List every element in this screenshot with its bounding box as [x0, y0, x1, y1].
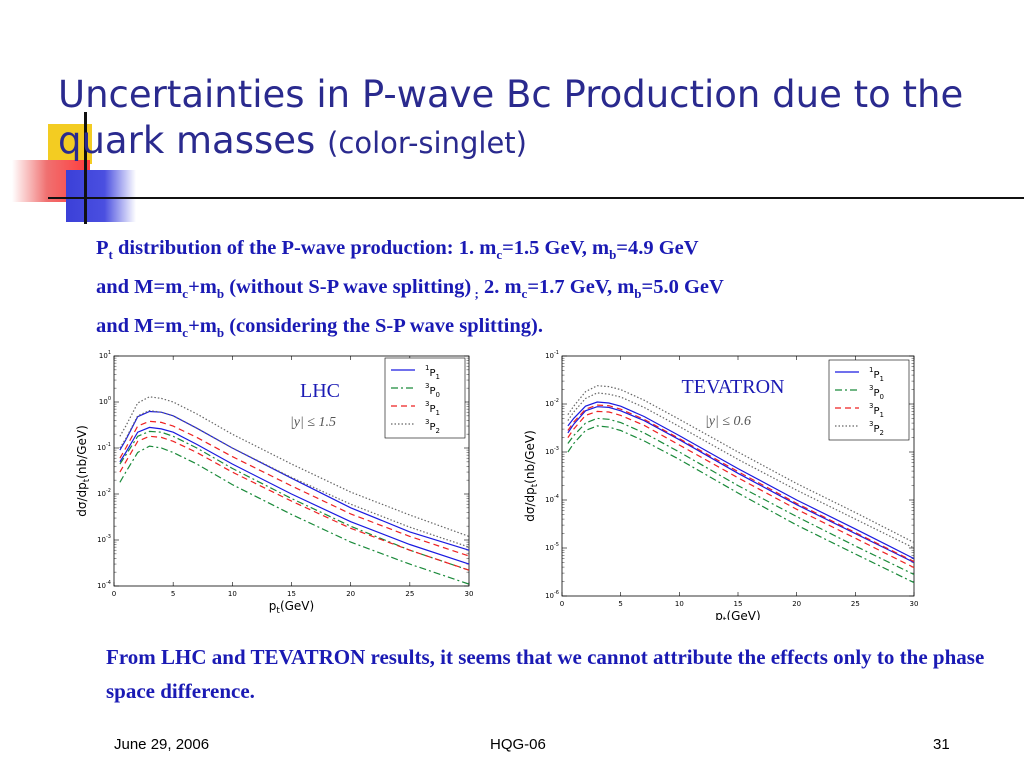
legend-box	[828, 359, 910, 441]
x-tick-label: 5	[618, 600, 622, 608]
y-tick-label: 10-1	[97, 442, 111, 452]
chart-tevatron: 0 5 10 15 20 25 30 10-6 10-5 10-4 10-3 10-2 10-1 pt(G…	[523, 350, 919, 620]
description-line-3: and M=mc+mb (considering the S-P wave sp…	[96, 310, 976, 349]
description-line-1: Pt distribution of the P-wave production…	[96, 232, 976, 271]
x-tick-label: 10	[675, 600, 684, 608]
chart-annotation: |y| ≤ 0.6	[705, 414, 751, 429]
text-segment: =1.5 GeV, m	[502, 237, 610, 259]
series-3P2-line	[119, 409, 470, 548]
x-tick-label: 30	[910, 600, 919, 608]
decor-vertical-line	[84, 112, 87, 224]
text-segment: and M=m	[96, 276, 183, 299]
sub-c: c	[496, 247, 503, 263]
legend-label: 3P2	[425, 418, 440, 435]
text-segment: +m	[188, 315, 217, 338]
decor-blue-block	[66, 170, 136, 222]
legend-label: 3P1	[425, 400, 440, 417]
legend-label: 1P1	[869, 366, 884, 383]
slide-title-sub: (color-singlet)	[327, 126, 527, 160]
series-3P1-line	[119, 435, 470, 571]
y-axis-label: dσ/dpt(nb/GeV)	[523, 430, 540, 522]
y-tick-label: 10-1	[545, 350, 559, 360]
series-3P0-line	[119, 445, 470, 585]
x-tick-label: 20	[792, 600, 801, 608]
y-tick-label: 10-2	[97, 488, 111, 498]
x-tick-label: 15	[734, 600, 743, 608]
y-tick-label: 10-4	[545, 494, 559, 504]
sub-t: t	[108, 247, 113, 263]
series-1P1-line	[119, 426, 470, 565]
text-segment: (without S-P wave splitting)	[224, 276, 472, 299]
x-tick-label: 0	[560, 600, 564, 608]
y-axis-label: dσ/dpt(nb/GeV)	[75, 425, 92, 517]
legend-label: 1P1	[425, 364, 440, 381]
sub-semicolon: ;	[471, 286, 479, 302]
footer-center: HQG-06	[490, 736, 546, 753]
y-tick-label: 100	[99, 396, 111, 406]
text-segment: +m	[188, 276, 217, 299]
slide-title: Uncertainties in P-wave Bc Production du…	[58, 72, 998, 166]
x-axis-label: pt(GeV)	[269, 599, 314, 616]
conclusion-text: From LHC and TEVATRON results, it seems …	[106, 645, 985, 703]
text-segment: =5.0 GeV	[641, 276, 724, 299]
title-underline	[48, 197, 1024, 199]
series-3P0-line	[567, 417, 915, 576]
series-1P1-line	[567, 406, 915, 563]
series-3P1-line	[119, 420, 470, 557]
x-axis-label: pt(GeV)	[715, 609, 760, 620]
sub-b: b	[634, 286, 642, 302]
y-tick-label: 10-3	[545, 446, 559, 456]
series-3P1-line	[567, 404, 915, 563]
slide-title-main: Uncertainties in P-wave Bc Production du…	[58, 73, 964, 162]
x-tick-label: 25	[405, 590, 414, 598]
description-line-2: and M=mc+mb (without S-P wave splitting)…	[96, 271, 976, 310]
text-segment: 2. m	[478, 276, 522, 299]
series-3P1-line	[567, 410, 915, 569]
x-tick-label: 30	[465, 590, 474, 598]
y-tick-label: 10-5	[545, 542, 559, 552]
legend-label: 3P2	[869, 420, 884, 437]
sub-b: b	[216, 325, 225, 341]
legend-label: 3P0	[869, 384, 884, 401]
chart-name: TEVATRON	[682, 376, 785, 398]
x-tick-label: 0	[112, 590, 116, 598]
text-segment: =1.7 GeV, m	[527, 276, 635, 299]
text-segment: =4.9 GeV	[616, 237, 699, 259]
legend-label: 3P0	[425, 382, 440, 399]
sub-c: c	[521, 286, 528, 302]
legend-box	[384, 357, 466, 439]
footer-date: June 29, 2006	[114, 736, 210, 753]
description: Pt distribution of the P-wave production…	[96, 232, 976, 349]
chart-name: LHC	[300, 380, 340, 402]
chart-lhc: 0 5 10 15 20 25 30 10-4 10-3 10-2 10-1 100 101 pt(GeV…	[75, 350, 474, 616]
chart-annotation: |y| ≤ 1.5	[290, 415, 336, 430]
sub-c: c	[182, 325, 189, 341]
series-3P2-line	[567, 385, 915, 544]
text-segment: and M=m	[96, 315, 183, 338]
y-tick-label: 10-2	[545, 398, 559, 408]
x-tick-label: 25	[851, 600, 860, 608]
y-tick-label: 10-3	[97, 534, 111, 544]
x-tick-label: 15	[287, 590, 296, 598]
sub-c: c	[182, 286, 189, 302]
series-3P2-line	[567, 392, 915, 549]
y-tick-label: 10-6	[545, 590, 559, 600]
series-3P0-line	[567, 425, 915, 584]
text-segment: distribution of the P-wave production: 1…	[112, 237, 497, 259]
text-p: P	[96, 237, 109, 259]
y-tick-label: 101	[99, 350, 111, 360]
legend-label: 3P1	[869, 402, 884, 419]
footer-page-number: 31	[933, 736, 950, 753]
x-tick-label: 5	[171, 590, 175, 598]
x-tick-label: 20	[346, 590, 355, 598]
series-1P1-line	[567, 401, 915, 560]
sub-b: b	[216, 286, 225, 302]
x-tick-label: 10	[228, 590, 237, 598]
sub-b: b	[609, 247, 617, 263]
y-tick-label: 10-4	[97, 580, 111, 590]
series-3P2-line	[119, 396, 470, 537]
text-segment: (considering the S-P wave splitting).	[224, 315, 543, 338]
